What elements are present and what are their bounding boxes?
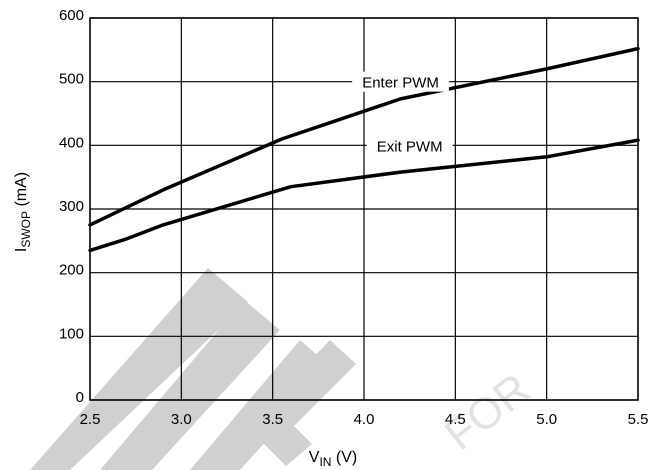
series-label-text: Enter PWM [362, 75, 439, 92]
x-tick-label: 5.5 [628, 411, 649, 428]
plot-frame [89, 17, 639, 401]
x-tick-label: 4.5 [445, 411, 466, 428]
x-tick-label: 2.5 [80, 411, 101, 428]
x-tick-label: 5.0 [536, 411, 557, 428]
series-label-enter-pwm: Enter PWM [352, 71, 449, 92]
series-label-background [352, 71, 449, 92]
y-tick-label: 400 [59, 134, 84, 151]
series-line-exit-pwm [88, 138, 640, 253]
y-tick-labels: 0 100 200 300 400 500 600 [59, 7, 84, 406]
y-tick-label: 100 [59, 325, 84, 342]
y-tick-label: 600 [59, 7, 84, 24]
watermark: FOR [30, 268, 539, 470]
y-axis-label: ISWOP (mA) [13, 172, 33, 252]
series-line-enter-pwm [88, 46, 640, 227]
x-tick-label: 4.0 [354, 411, 375, 428]
series-group [88, 46, 640, 253]
series-label-text: Exit PWM [377, 138, 443, 155]
series-labels: Enter PWM Exit PWM [352, 71, 453, 156]
y-tick-label: 200 [59, 262, 84, 279]
x-tick-labels: 2.5 3.0 3.5 4.0 4.5 5.0 5.5 [80, 411, 649, 428]
x-tick-label: 3.5 [262, 411, 283, 428]
x-tick-label: 3.0 [171, 411, 192, 428]
y-tick-label: 500 [59, 71, 84, 88]
x-axis-label: VIN (V) [309, 449, 357, 469]
series-label-background [366, 135, 453, 156]
y-tick-label: 300 [59, 198, 84, 215]
y-tick-label: 0 [76, 389, 84, 406]
series-label-exit-pwm: Exit PWM [366, 135, 453, 156]
